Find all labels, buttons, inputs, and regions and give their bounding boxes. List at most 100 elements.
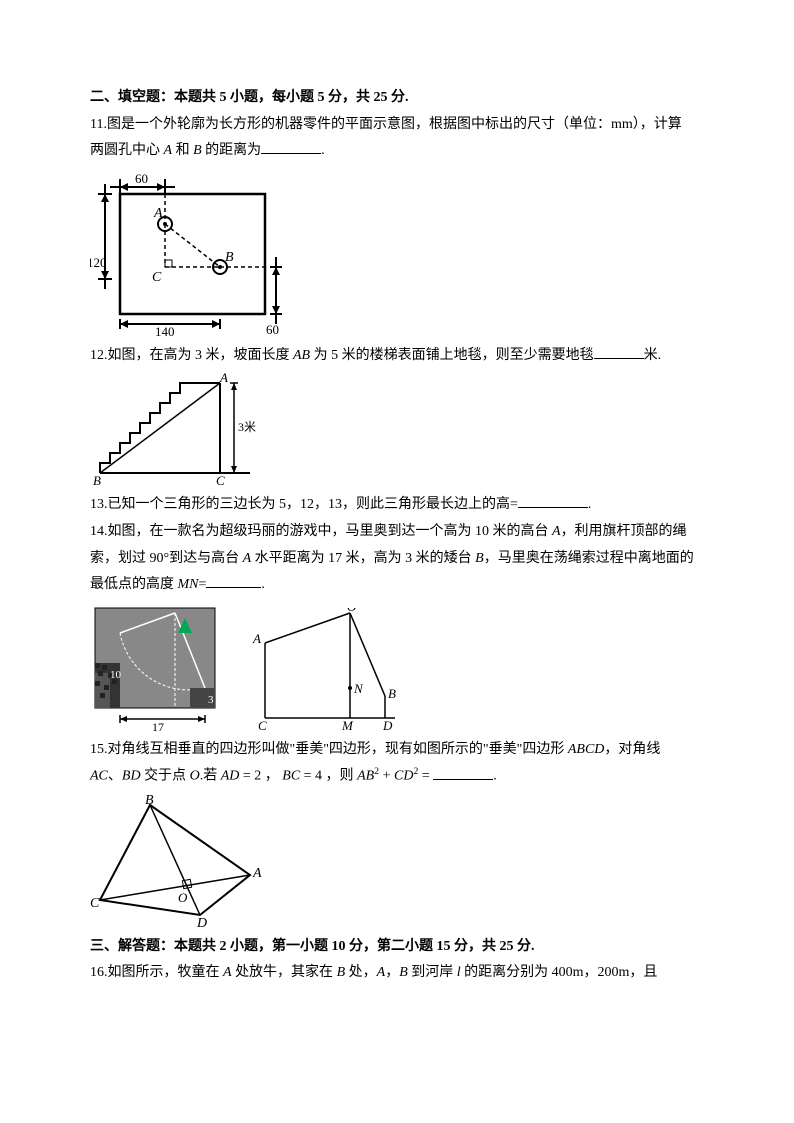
q14-line3: 最低点的高度 MN=. — [90, 572, 704, 599]
q14-A: A — [552, 524, 561, 539]
q14-text-e: ，马里奥在荡绳索过程中离地面的 — [484, 551, 694, 566]
q11-text-c: 和 — [172, 143, 193, 158]
q11-blank — [261, 140, 321, 154]
q15-CD2: CD — [394, 769, 413, 784]
q11-text-d: 的距离为 — [202, 143, 262, 158]
q15-figC: C — [90, 896, 100, 911]
q16-A2: A — [377, 965, 386, 980]
q15-text-e: .若 — [200, 769, 221, 784]
q14-g-dim10: 10 — [110, 669, 122, 681]
q11-dim120: 120 — [90, 255, 107, 270]
q14-text-d: 水平距离为 17 米，高为 3 米的矮台 — [251, 551, 475, 566]
q14-d-B: B — [388, 686, 396, 701]
q15-figB: B — [145, 795, 154, 808]
q14-line1: 14.如图，在一款名为超级玛丽的游戏中，马里奥到达一个高为 10 米的高台 A，… — [90, 519, 704, 546]
q15-text-b: ，对角线 — [604, 742, 660, 757]
q12-figB: B — [93, 473, 101, 488]
q14-g-dim17: 17 — [152, 720, 164, 733]
q14-d-A: A — [252, 631, 261, 646]
q14-text-f: 最低点的高度 — [90, 577, 178, 592]
q11-A: A — [164, 143, 173, 158]
q15-figD: D — [196, 916, 207, 930]
q14-d-D: D — [382, 718, 393, 733]
q15-text-d: 交于点 — [141, 769, 190, 784]
q11-text-a: 11.图是一个外轮廓为长方形的机器零件的平面示意图，根据图中标出的尺寸（单位：m… — [90, 117, 682, 132]
q16-B2: B — [399, 965, 408, 980]
q12-dim3: 3米 — [238, 420, 256, 434]
q14-line2: 索，划过 90°到达与高台 A 水平距离为 17 米，高为 3 米的矮台 B，马… — [90, 546, 704, 573]
q15-dot: . — [493, 769, 497, 784]
q11-dot: . — [321, 143, 325, 158]
q14-text-b: ，利用旗杆顶部的绳 — [561, 524, 687, 539]
q15-ABCD: ABCD — [568, 742, 605, 757]
q12-line1: 12.如图，在高为 3 米，坡面长度 AB 为 5 米的楼梯表面铺上地毯，则至少… — [90, 343, 704, 370]
q15-text-c: 、 — [108, 769, 122, 784]
q15-eqblank: = — [418, 769, 433, 784]
q15-eq2: = 2 ， — [239, 769, 282, 784]
q11-line2: 两圆孔中心 A 和 B 的距离为. — [90, 138, 704, 165]
q15-AC: AC — [90, 769, 108, 784]
q16-text-d: ， — [385, 965, 399, 980]
q15-AB2: AB — [357, 769, 374, 784]
q14-d-N: N — [353, 681, 364, 696]
q14-g-dim3: 3 — [208, 694, 214, 706]
q14-blank — [206, 574, 261, 588]
q11-line1: 11.图是一个外轮廓为长方形的机器零件的平面示意图，根据图中标出的尺寸（单位：m… — [90, 112, 704, 139]
q16-text-e: 到河岸 — [408, 965, 457, 980]
q14-d-C: C — [258, 718, 267, 733]
q14-A2: A — [243, 551, 252, 566]
q11-dim60a: 60 — [135, 171, 148, 186]
q14-MN: MN — [178, 577, 199, 592]
q12-text-a: 12.如图，在高为 3 米，坡面长度 — [90, 348, 293, 363]
q11-B: B — [193, 143, 202, 158]
q11-text-b: 两圆孔中心 — [90, 143, 164, 158]
q12-figA: A — [219, 373, 228, 385]
q11-figB: B — [225, 250, 234, 265]
q12-figure: A B C 3米 — [90, 373, 704, 488]
q14-text-a: 14.如图，在一款名为超级玛丽的游戏中，马里奥到达一个高为 10 米的高台 — [90, 524, 552, 539]
q13-dot: . — [588, 497, 592, 512]
q16-text-f: 的距离分别为 400m，200m，且 — [461, 965, 658, 980]
q16-text-b: 处放牛，其家在 — [232, 965, 337, 980]
q14-d-M: M — [341, 718, 354, 733]
q11-figC: C — [152, 270, 162, 285]
q13-blank — [518, 494, 588, 508]
q14-text-c: 索，划过 90°到达与高台 — [90, 551, 243, 566]
q12-figC: C — [216, 473, 225, 488]
q15-text-a: 15.对角线互相垂直的四边形叫做"垂美"四边形，现有如图所示的"垂美"四边形 — [90, 742, 568, 757]
q15-figO: O — [178, 890, 188, 905]
q16-line1: 16.如图所示，牧童在 A 处放牛，其家在 B 处，A，B 到河岸 l 的距离分… — [90, 960, 704, 987]
q12-blank — [594, 345, 644, 359]
q13-text: 13.已知一个三角形的三边长为 5，12，13，则此三角形最长边上的高= — [90, 497, 518, 512]
q11-figure: 60 120 A B C 140 60 — [90, 169, 704, 339]
section2-title: 二、填空题：本题共 5 小题，每小题 5 分，共 25 分. — [90, 85, 704, 112]
q14-B: B — [475, 551, 484, 566]
q11-dim140: 140 — [155, 324, 175, 339]
q14-eq: = — [199, 577, 207, 592]
q15-figure: B A D C O — [90, 795, 704, 930]
q16-B: B — [337, 965, 346, 980]
q13-line1: 13.已知一个三角形的三边长为 5，12，13，则此三角形最长边上的高=. — [90, 492, 704, 519]
q15-BD: BD — [122, 769, 141, 784]
q12-AB: AB — [293, 348, 310, 363]
q11-dim60b: 60 — [266, 322, 279, 337]
q14-figure: 10 3 17 O A B C D N M — [90, 603, 704, 733]
q16-text-a: 16.如图所示，牧童在 — [90, 965, 223, 980]
q15-line1: 15.对角线互相垂直的四边形叫做"垂美"四边形，现有如图所示的"垂美"四边形 A… — [90, 737, 704, 764]
q12-text-ab: 为 5 米的楼梯表面铺上地毯，则至少需要地毯 — [310, 348, 594, 363]
q15-BC: BC — [282, 769, 300, 784]
q14-dot: . — [261, 577, 265, 592]
q11-figA: A — [153, 206, 163, 221]
q15-O: O — [190, 769, 200, 784]
section3-title: 三、解答题：本题共 2 小题，第一小题 10 分，第二小题 15 分，共 25 … — [90, 934, 704, 961]
q15-figA: A — [252, 866, 262, 881]
q15-eq4: = 4 ，则 — [300, 769, 357, 784]
q14-d-O: O — [347, 608, 357, 614]
q15-AD: AD — [221, 769, 240, 784]
q15-plus: + — [379, 769, 394, 784]
q15-blank — [433, 766, 493, 780]
q15-line2: AC、BD 交于点 O.若 AD = 2 ， BC = 4 ，则 AB2 + C… — [90, 763, 704, 790]
q12-unit: 米. — [644, 348, 662, 363]
q16-text-c: 处， — [345, 965, 377, 980]
q16-A: A — [223, 965, 232, 980]
